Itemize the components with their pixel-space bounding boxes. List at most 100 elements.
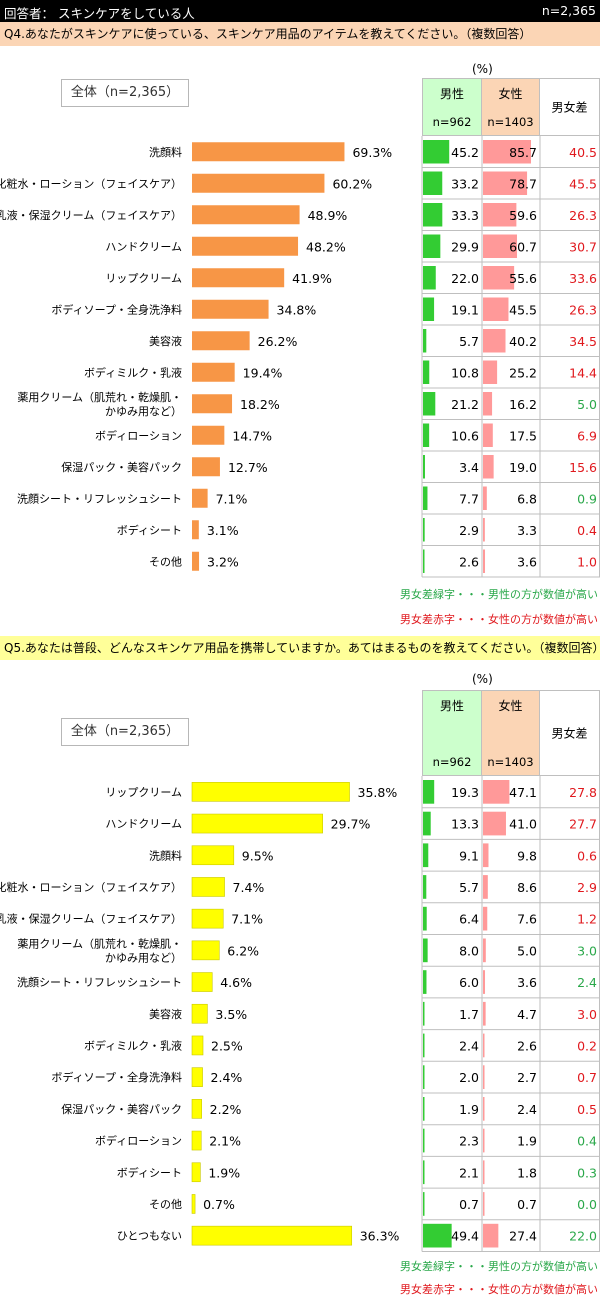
q5-diff-value: 0.6 [577, 848, 597, 863]
q4-male-bar [423, 518, 425, 542]
q5-overall-bar [191, 782, 350, 802]
q4-diff-value: 14.4 [569, 365, 597, 380]
q4-female-bar [483, 266, 515, 290]
q4-category-label: 洗顔料 [149, 145, 182, 159]
q5-overall-bar [191, 813, 323, 834]
q4-female-bar [483, 360, 498, 384]
q4-female-value: 3.6 [517, 554, 537, 569]
respondent-header: 回答者： スキンケアをしている人 n=2,365 [0, 0, 600, 22]
q5-category-label: 美容液 [149, 1007, 182, 1021]
q5-male-value: 19.3 [451, 785, 479, 800]
q5-male-value: 13.3 [451, 817, 479, 832]
q5-overall-value: 7.4% [233, 880, 265, 895]
q5-male-value: 0.7 [459, 1197, 479, 1212]
q5-female-bar [483, 843, 489, 868]
q5-overall-bar [191, 845, 235, 866]
q4-overall-value: 3.2% [207, 554, 239, 569]
q4-female-bar [483, 203, 517, 227]
q4-overall-value: 48.2% [306, 239, 346, 254]
q4-category-label: かゆみ用など） [105, 405, 182, 418]
q5-overall-value: 2.4% [211, 1070, 243, 1085]
q4-female-value: 59.6 [509, 208, 537, 223]
q5-diff-value: 0.2 [577, 1038, 597, 1053]
q4-male-value: 33.2 [451, 176, 479, 191]
q4-overall-bar [192, 173, 325, 193]
q5-overall-bar [191, 1162, 201, 1183]
q5-overall-value: 35.8% [358, 785, 398, 800]
q5-question: Q5.あなたは普段、どんなスキンケア用品を携帯していますか。あてはまるものを教え… [0, 636, 600, 660]
q4-female-bar [483, 549, 486, 573]
q5-female-bar [483, 780, 510, 804]
q5-female-bar [483, 938, 486, 963]
q4-female-bar [483, 486, 487, 510]
q4-female-bar [483, 329, 506, 353]
q5-female-bar [483, 1065, 485, 1089]
q5-diff-value: 0.7 [577, 1070, 597, 1085]
q5-category-label: 洗顔シート・リフレッシュシート [17, 975, 182, 989]
q5-category-label: その他 [149, 1198, 182, 1211]
q4-male-value: 29.9 [451, 239, 479, 254]
q5-male-bar [423, 780, 435, 804]
q4-category-label: リップクリーム [105, 272, 182, 285]
q4-category-label: 洗顔シート・リフレッシュシート [17, 491, 182, 505]
q4-male-value: 10.8 [451, 365, 479, 380]
q5-male-value: 5.7 [459, 880, 479, 895]
q4-category-label: ボディローション [95, 428, 182, 442]
q4-diff-header: 男女差 [540, 78, 600, 136]
q4-diff-value: 15.6 [569, 460, 597, 475]
q4-overall-value: 69.3% [352, 145, 392, 160]
q4-male-bar [423, 455, 425, 479]
q4-diff-value: 26.3 [569, 302, 597, 317]
q4-female-bar [483, 234, 517, 258]
q4-category-label: 化粧水・ローション（フェイスケア） [0, 176, 182, 190]
q5-female-value: 1.8 [517, 1165, 537, 1180]
q4-overall-value: 19.4% [243, 365, 283, 380]
q4-category-label: その他 [149, 555, 182, 568]
q4-male-n: n=962 [432, 115, 472, 129]
q5-female-value: 1.9 [517, 1134, 537, 1149]
q5-diff-value: 3.0 [577, 1007, 597, 1022]
q5-female-value: 41.0 [509, 817, 537, 832]
q4-male-value: 21.2 [451, 397, 479, 412]
q5-overall-value: 36.3% [360, 1229, 400, 1244]
q5-overall-value: 2.5% [211, 1038, 243, 1053]
q4-female-value: 60.7 [509, 239, 537, 254]
q5-male-label: 男性 [439, 699, 464, 713]
q5-overall-bar [191, 1194, 196, 1214]
q4-overall-value: 14.7% [232, 428, 272, 443]
q4-female-bar [483, 455, 494, 479]
q4-male-value: 2.9 [459, 523, 479, 538]
q5-male-value: 6.0 [459, 975, 479, 990]
q4-male-header: 男性 n=962 [422, 78, 482, 136]
q4-overall-value: 3.1% [207, 523, 239, 538]
q5-category-label: ボディローション [95, 1134, 182, 1148]
q4-overall-bar [192, 331, 250, 351]
q4-category-label: ボディミルク・乳液 [84, 365, 182, 379]
q4-male-bar [423, 171, 443, 195]
q5-category-label: 乳液・保湿クリーム（フェイスケア） [0, 912, 182, 926]
q4-diff-value: 40.5 [569, 145, 597, 160]
q4-female-value: 6.8 [517, 491, 537, 506]
q4-female-value: 78.7 [509, 176, 537, 191]
q5-male-header: 男性 n=962 [422, 690, 482, 776]
q4-female-value: 40.2 [509, 334, 537, 349]
q4-male-bar [423, 203, 443, 227]
q5-overall-value: 4.6% [220, 975, 252, 990]
q4-overall-bar [192, 457, 220, 477]
q5-female-bar [483, 906, 488, 931]
q4-overall-value: 41.9% [292, 271, 332, 286]
q5-female-value: 9.8 [517, 848, 537, 863]
respondent-count: n=2,365 [541, 3, 596, 18]
q5-male-bar [423, 906, 427, 931]
q5-overall-value: 3.5% [215, 1007, 247, 1022]
q4-male-value: 3.4 [459, 460, 479, 475]
q5-overall-value: 29.7% [331, 817, 371, 832]
q5-overall-bar [191, 940, 220, 961]
q4-overall-bar [192, 425, 225, 445]
q5-female-value: 47.1 [509, 785, 537, 800]
q4-overall-value: 12.7% [228, 460, 268, 475]
q5-female-bar [483, 811, 506, 836]
q4-overall-bar [192, 394, 233, 414]
q4-category-label: 乳液・保湿クリーム（フェイスケア） [0, 208, 182, 222]
q4-overall-value: 48.9% [308, 208, 348, 223]
